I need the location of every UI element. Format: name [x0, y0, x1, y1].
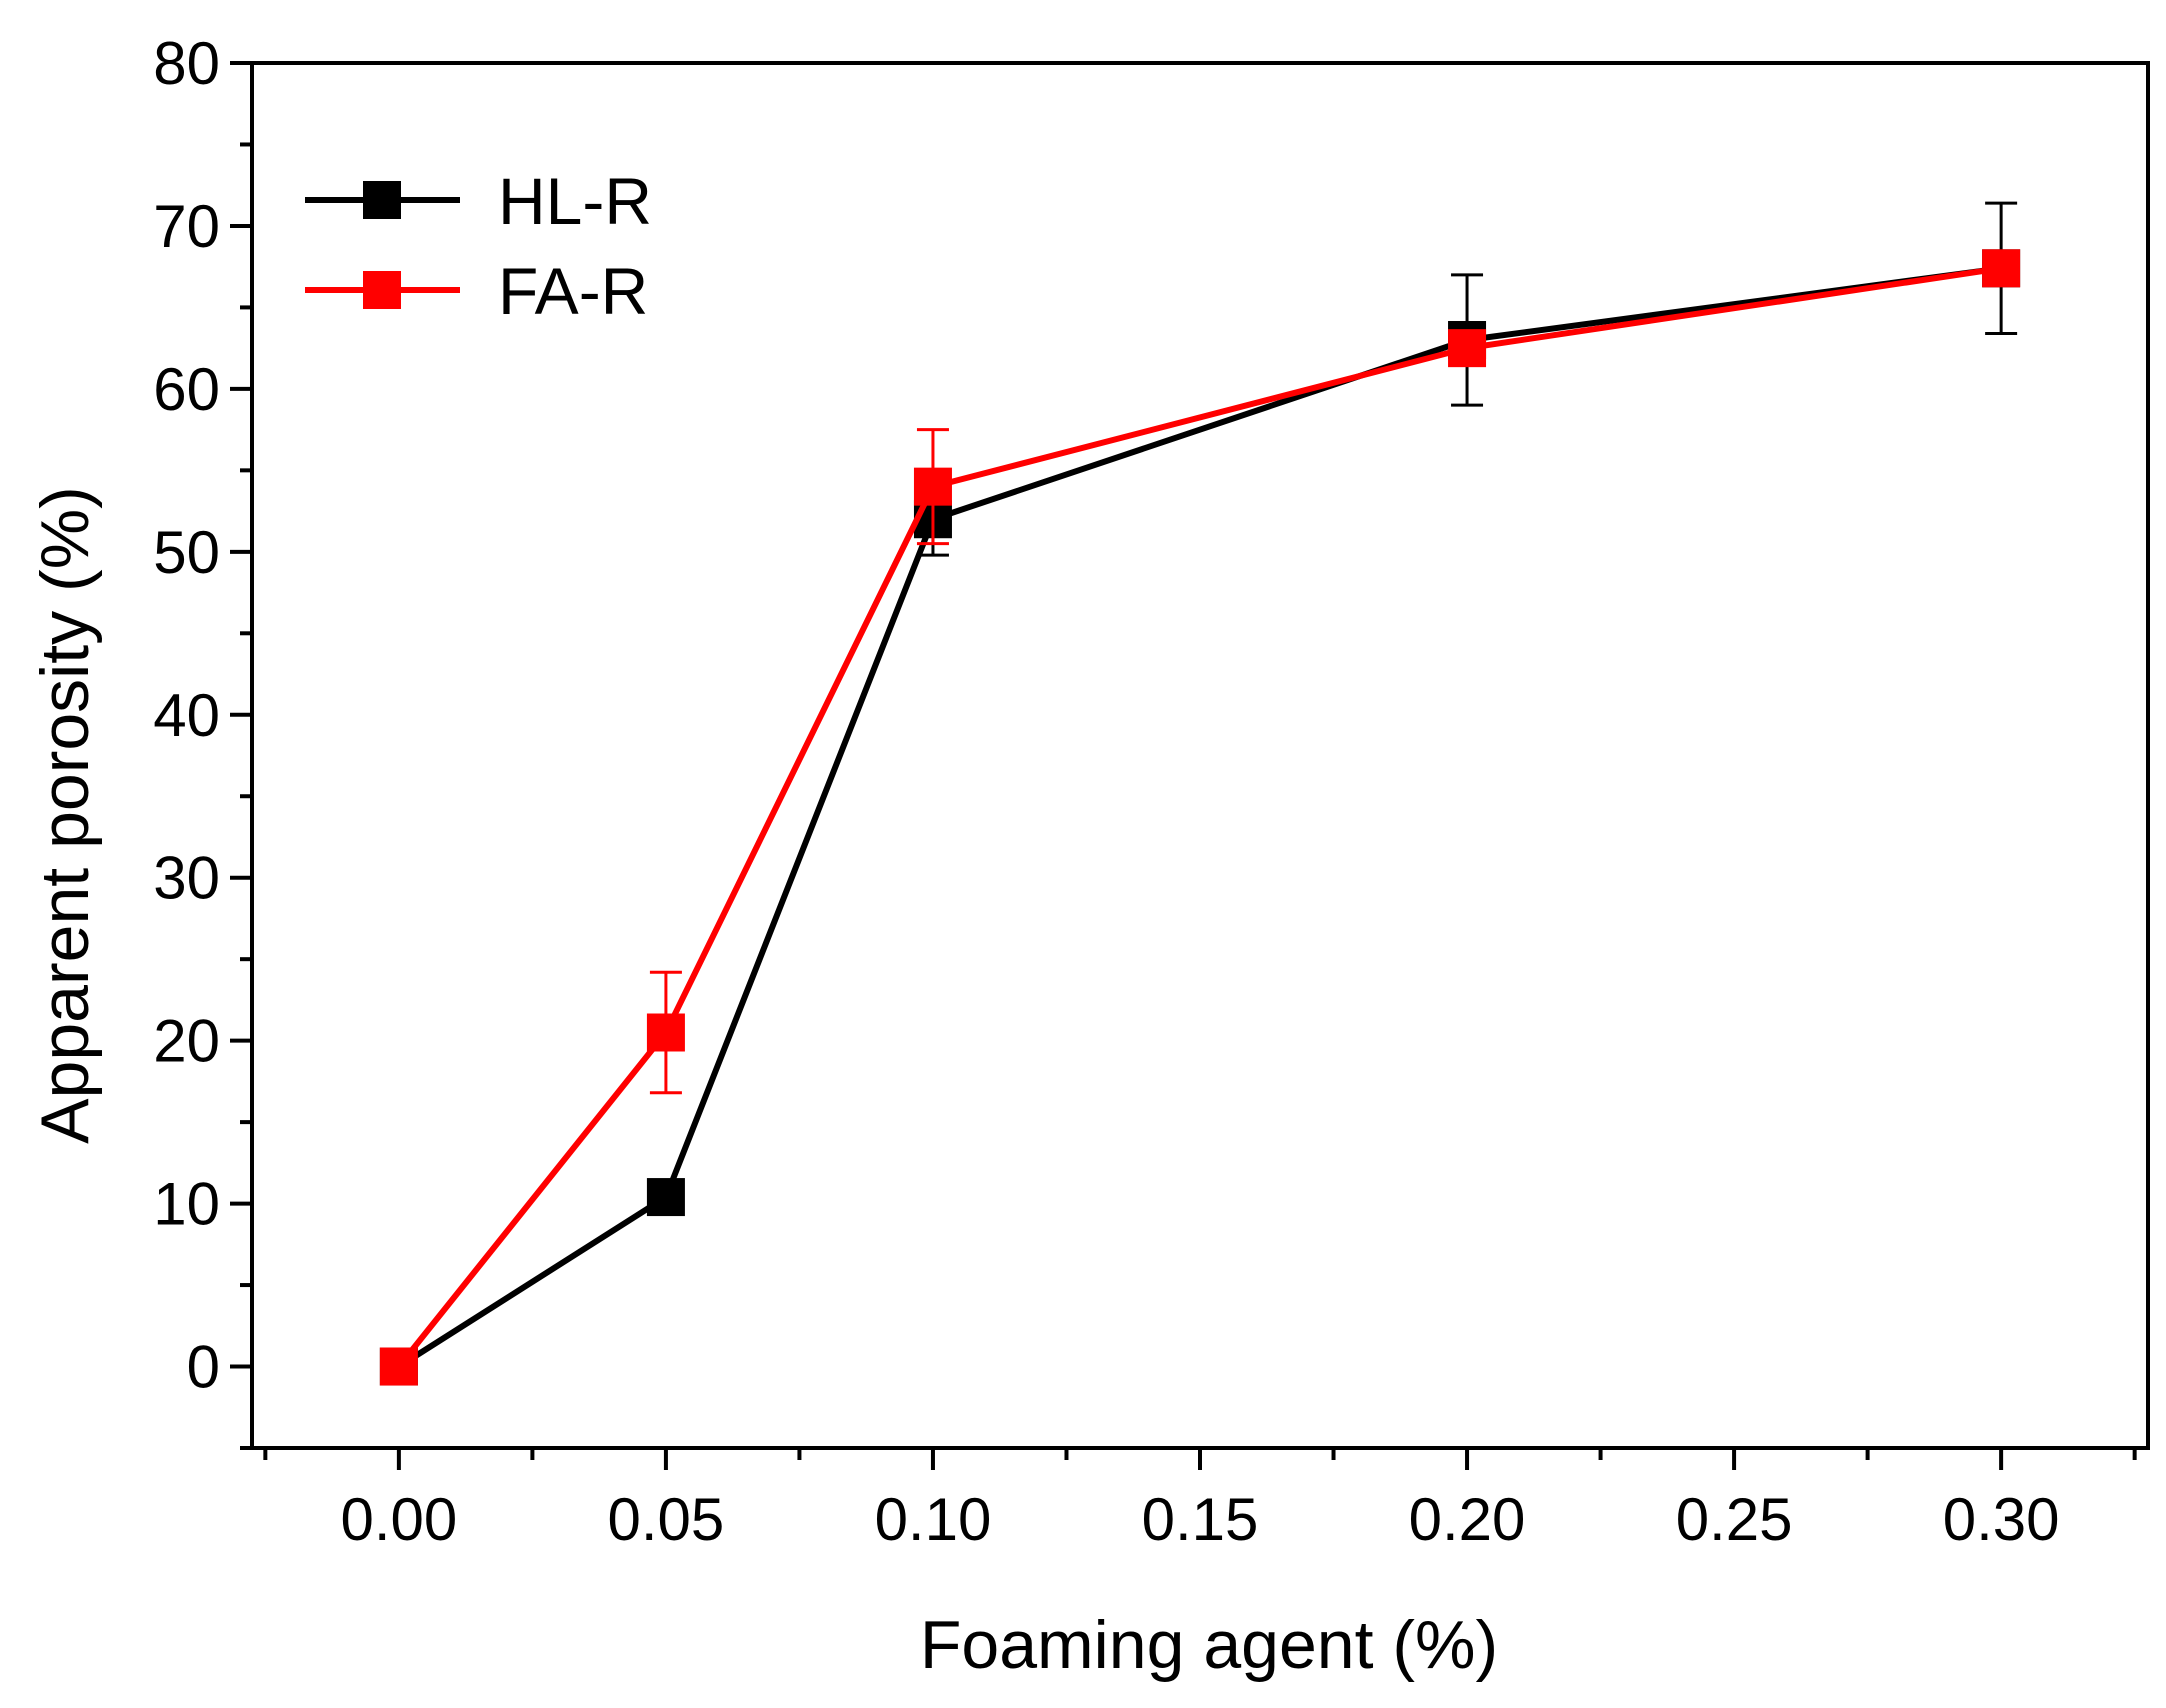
y-tick-label: 40 — [153, 682, 220, 749]
data-point — [913, 467, 952, 506]
y-tick-label: 10 — [153, 1171, 220, 1238]
x-tick-label: 0.20 — [1409, 1486, 1526, 1553]
y-tick-label: 60 — [153, 356, 220, 423]
y-tick-label: 20 — [153, 1008, 220, 1075]
data-point — [379, 1347, 418, 1386]
y-axis-title: Apparent porosity (%) — [27, 486, 103, 1144]
x-tick-label: 0.25 — [1676, 1486, 1793, 1553]
series-layer — [379, 201, 2021, 1386]
legend-item: FA-R — [305, 254, 648, 328]
legend: HL-R FA-R — [305, 164, 652, 328]
data-point — [1982, 249, 2021, 288]
series-fa-r — [379, 249, 2021, 1386]
legend-label: HL-R — [498, 164, 652, 238]
data-point — [646, 1178, 685, 1217]
legend-marker — [363, 271, 401, 309]
x-axis: 0.00 0.05 0.10 0.15 0.20 0.25 0.30 — [263, 1448, 2137, 1553]
legend-label: FA-R — [498, 254, 648, 328]
x-tick-label: 0.15 — [1142, 1486, 1259, 1553]
x-tick-label: 0.30 — [1943, 1486, 2060, 1553]
x-axis-title: Foaming agent (%) — [920, 1607, 1498, 1683]
legend-item: HL-R — [305, 164, 652, 238]
y-tick-label: 0 — [187, 1334, 220, 1401]
y-tick-label: 30 — [153, 845, 220, 912]
x-tick-label: 0.05 — [608, 1486, 725, 1553]
data-point — [646, 1013, 685, 1052]
legend-marker — [363, 181, 401, 219]
y-tick-label: 50 — [153, 519, 220, 586]
data-point — [1448, 329, 1487, 368]
y-tick-label: 80 — [153, 30, 220, 97]
x-tick-label: 0.10 — [875, 1486, 992, 1553]
x-tick-label: 0.00 — [340, 1486, 457, 1553]
y-axis: 0 10 20 30 40 50 60 70 80 — [153, 30, 252, 1450]
y-tick-label: 70 — [153, 193, 220, 260]
